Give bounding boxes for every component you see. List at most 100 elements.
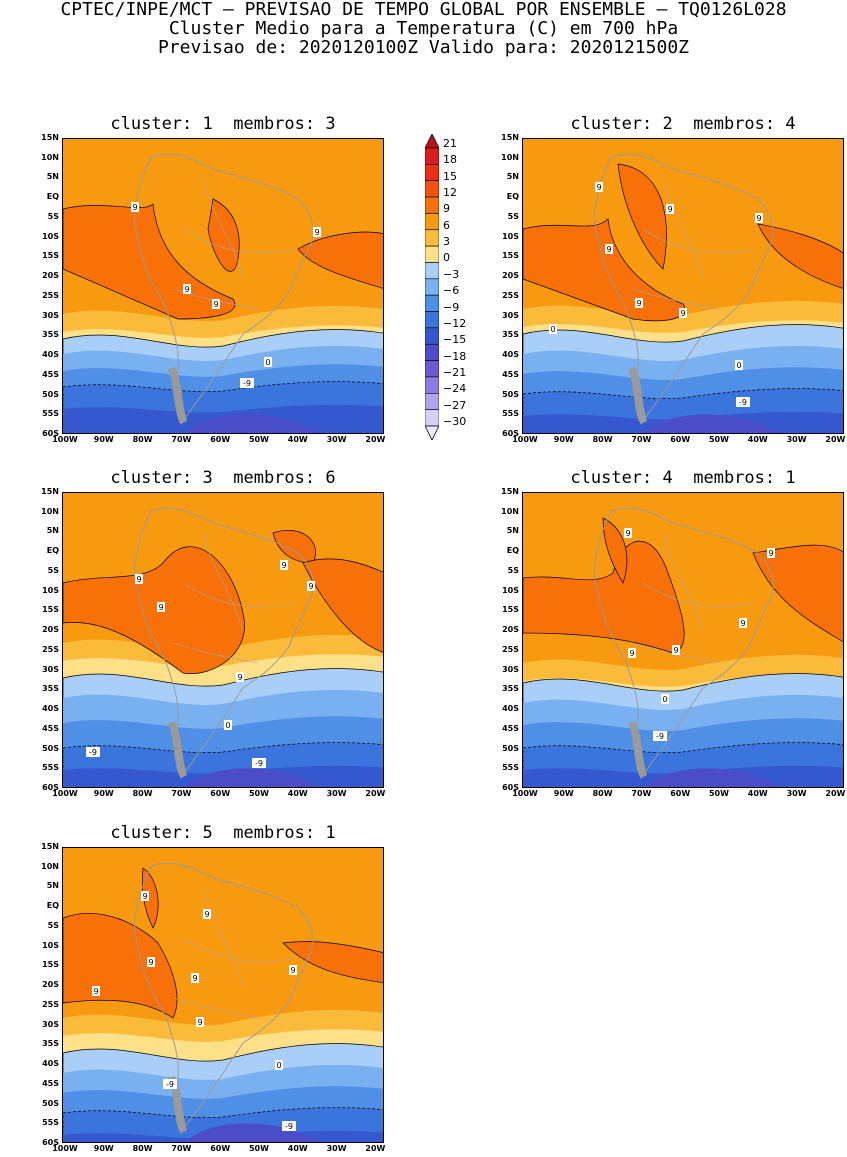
colorbar-label: −27 [443,398,467,412]
latitude-tick-label: 25S [42,644,59,654]
latitude-tick-label: 35S [502,684,519,694]
contour-label: 0 [275,1060,283,1070]
latitude-tick-label: 40S [502,704,519,714]
band-9-to-12-secondary [617,163,667,270]
latitude-tick-label: 5N [506,172,519,182]
contour-label-text: 9 [740,619,745,628]
contour-label: 9 [280,560,288,570]
longitude-tick-label: 70W [631,789,652,798]
longitude-tick-label: 30W [326,1144,347,1153]
latitude-tick-label: EQ [46,192,59,202]
latitude-tick-label: 50S [42,743,59,753]
latitude-tick-label: 15N [41,133,59,142]
contour-label-bg [224,720,232,730]
contour-label-text: 0 [265,358,270,367]
latitude-tick-label: 35S [502,330,519,340]
latitude-tick-label: 45S [42,1078,59,1088]
colorbar-swatch [424,376,440,394]
panel-cluster-label: cluster: 4 [570,468,673,488]
latitude-tick-label: 15S [502,251,519,261]
latitude-tick-label: 30S [502,664,519,674]
contour-label-text: 0 [225,721,230,730]
band-9-to-12-secondary [602,517,628,584]
contour-label-text: -9 [656,732,664,741]
latitude-tick-label: 35S [42,684,59,694]
colorbar-label: 12 [443,186,457,200]
patagonia-islands [168,1076,187,1133]
band-9-to-12-east [757,223,843,289]
contour-label: -9 [86,747,100,757]
contour-label-text: 9 [290,966,295,975]
longitude-tick-label: 60W [670,435,691,444]
latitude-tick-label: 45S [502,369,519,379]
band-minus18-to-minus15 [645,768,780,787]
map-svg: 9 9 9 9 0 -9 [63,139,383,433]
longitude-tick-label: 80W [592,435,613,444]
contour-label: 9 [313,227,321,237]
colorbar-label: −9 [443,300,460,314]
latitude-tick-label: 5S [507,211,519,221]
contour-label-text: 0 [736,361,741,370]
contour-label: 9 [196,1017,204,1027]
panel-members-label: membros: 1 [233,823,336,843]
longitude-tick-label: 100W [52,1144,78,1153]
panel-cluster-label: cluster: 1 [110,114,213,134]
longitude-tick-label: 20W [825,435,846,444]
contour-label: 9 [605,244,613,254]
contour-label: 9 [739,618,747,628]
longitude-tick-label: 40W [287,789,308,798]
longitude-tick-label: 30W [786,435,807,444]
colorbar-swatch [424,164,440,182]
contour-label-text: 9 [158,603,163,612]
contour-label-bg [605,244,613,254]
latitude-tick-label: 50S [42,389,59,399]
band-9-to-12-east [302,558,383,653]
latitude-tick-label: 25S [42,999,59,1009]
contour-label: 9 [307,581,315,591]
south-america-coastline [594,507,774,779]
contour-label-bg [672,645,680,655]
latitude-tick-label: 60S [42,783,59,792]
latitude-tick-label: 15N [501,487,519,496]
longitude-tick-label: 40W [747,789,768,798]
latitude-tick-label: 30S [502,310,519,320]
contour-label-bg [252,758,266,768]
colorbar-swatch [424,327,440,345]
band-9-to-12 [523,218,686,322]
contour-label-bg [147,957,155,967]
latitude-tick-label: 25S [502,644,519,654]
contour-label-text: 9 [136,575,141,584]
colorbar-swatch [424,392,440,410]
country-borders [172,532,294,664]
contour-label-text: 9 [132,203,137,212]
colorbar-label: 3 [443,235,450,249]
latitude-tick-label: 30S [42,1019,59,1029]
latitude-tick-label: 40S [42,1059,59,1069]
contour-label-text: 9 [680,309,685,318]
colorbar-swatch [424,278,440,296]
contour-label: -9 [252,758,266,768]
contour-label: 0 [735,360,743,370]
latitude-tick-label: 35S [42,330,59,340]
contour-label-bg [135,574,143,584]
contour-label-bg [183,284,191,294]
longitude-tick-label: 50W [248,435,269,444]
colorbar-label: −24 [443,382,467,396]
contour-label-bg [191,973,199,983]
colorbar-swatch [424,311,440,329]
latitude-tick-label: EQ [46,546,59,556]
latitude-tick-label: 20S [502,625,519,635]
temperature-map-panel: 9 9 9 9 0 -9 [62,138,384,434]
panel-members-label: membros: 3 [233,114,336,134]
latitude-tick-label: 25S [502,290,519,300]
panel-title: cluster: 1 membros: 3 [62,114,384,134]
contour-label: 0 [224,720,232,730]
contour-label: 9 [203,909,211,919]
contour-label-text: 9 [184,285,189,294]
band-9-to-12 [63,546,245,674]
panel-title: cluster: 5 membros: 1 [62,823,384,843]
contour-label-bg [275,1060,283,1070]
colorbar-label: 9 [443,202,450,216]
longitude-tick-label: 90W [93,1144,114,1153]
latitude-tick-label: 45S [42,369,59,379]
